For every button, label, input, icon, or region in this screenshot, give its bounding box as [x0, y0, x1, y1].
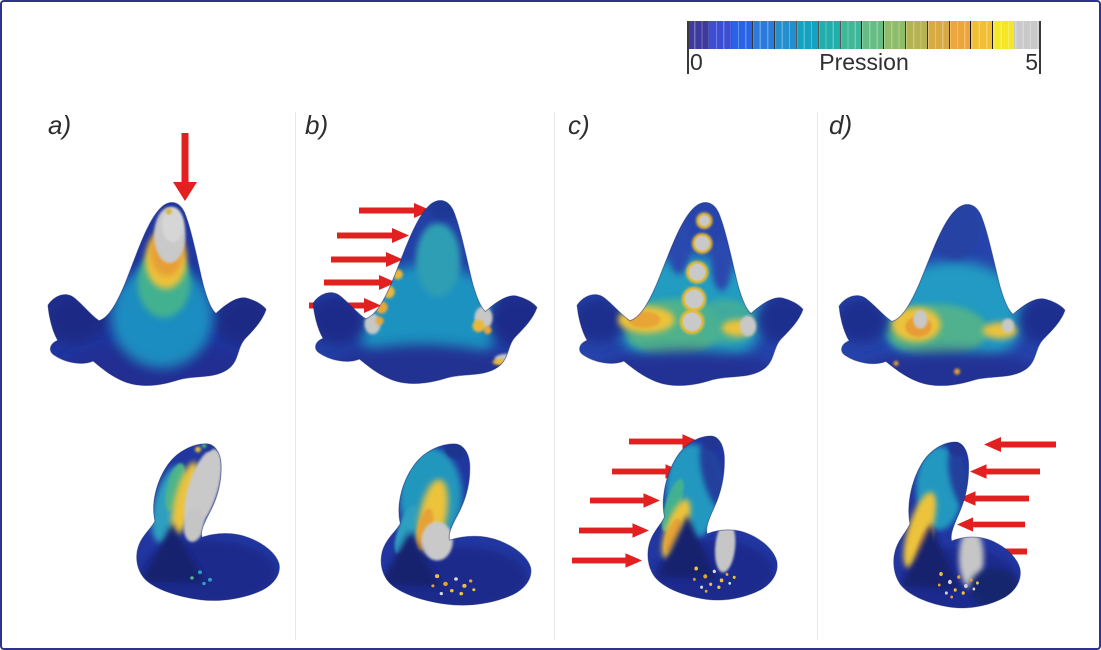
panel-a: a) — [2, 2, 295, 648]
tooth-frontal-view-d — [838, 203, 1066, 386]
tooth-frontal-view-a — [47, 202, 267, 386]
load-arrow-left — [959, 491, 1029, 506]
colorbar-max-label: 5 — [1025, 49, 1038, 75]
panel-c: c) — [554, 2, 817, 648]
panel-c-label: c) — [568, 110, 590, 140]
colorbar-labels: 0 Pression 5 — [690, 49, 1038, 75]
load-arrow-right — [331, 252, 403, 267]
tooth-profile-view-b — [380, 443, 532, 606]
load-arrow-right — [324, 275, 396, 290]
load-arrow-down — [173, 133, 197, 201]
load-arrow-left — [984, 437, 1056, 452]
tooth-frontal-view-c — [576, 202, 804, 386]
panel-d-label: d) — [829, 110, 853, 140]
load-arrow-left — [957, 517, 1025, 532]
colorbar-gradient — [688, 21, 1040, 49]
colorbar-title: Pression — [819, 49, 909, 75]
load-arrow-left — [970, 464, 1040, 479]
colorbar-min-label: 0 — [690, 49, 703, 75]
load-arrow-right — [579, 523, 649, 538]
load-arrow-right — [337, 228, 409, 243]
load-arrow-right — [359, 203, 431, 218]
tooth-frontal-view-b — [312, 200, 538, 384]
panel-a-label: a) — [48, 110, 72, 140]
panel-divider-ab — [295, 112, 296, 640]
panel-b: b) — [295, 2, 554, 648]
load-arrow-right — [629, 434, 699, 449]
tooth-profile-view-d — [893, 441, 1021, 609]
panel-divider-bc — [554, 112, 555, 640]
colorbar-tick-min — [687, 21, 689, 74]
panel-divider-cd — [817, 112, 818, 640]
load-arrow-right — [590, 493, 660, 508]
load-arrow-right — [572, 553, 642, 568]
tooth-profile-view-c — [647, 435, 778, 601]
tooth-profile-view-a — [136, 443, 280, 601]
panel-b-label: b) — [305, 110, 329, 140]
panel-d: d) — [817, 2, 1099, 648]
colorbar-tick-max — [1039, 21, 1041, 74]
